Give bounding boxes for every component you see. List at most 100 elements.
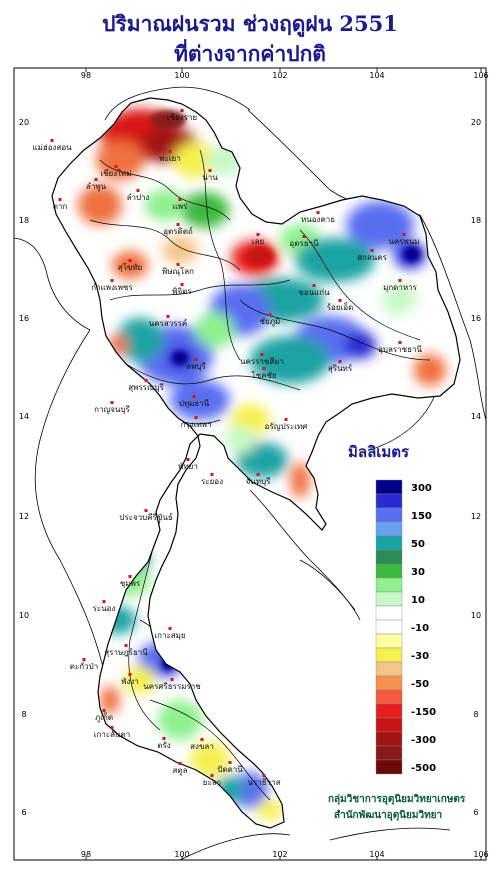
station-marker bbox=[228, 761, 232, 764]
legend: 300 150 50 30 10 -10 -30 -50 -150 -300 -500 bbox=[375, 479, 436, 775]
station-label: แพร่ bbox=[173, 202, 188, 211]
latitude-tick-right-8: 8 bbox=[473, 710, 478, 719]
station-marker bbox=[398, 279, 402, 282]
station-marker bbox=[312, 284, 316, 287]
credit-line2: สำนักพัฒนาอุตุนิยมวิทยา bbox=[334, 810, 443, 821]
station-marker bbox=[210, 473, 214, 476]
station-label: นครพนม bbox=[388, 237, 419, 246]
station-marker bbox=[178, 198, 182, 201]
legend-swatch bbox=[375, 591, 403, 607]
latitude-tick-right-16: 16 bbox=[471, 314, 481, 323]
station-marker bbox=[124, 644, 128, 647]
legend-swatch bbox=[375, 689, 403, 705]
station-marker bbox=[170, 678, 174, 681]
station-marker bbox=[136, 189, 140, 192]
station-marker bbox=[82, 658, 86, 661]
station-label: กำแพงเพชร bbox=[91, 283, 133, 292]
legend-label: -150 bbox=[411, 707, 436, 718]
station-label: สงขลา bbox=[190, 742, 214, 751]
province-boundaries bbox=[89, 149, 431, 801]
latitude-tick-right-20: 20 bbox=[471, 118, 481, 127]
station-marker bbox=[194, 416, 198, 419]
longitude-tick-bottom-102: 102 bbox=[272, 850, 287, 859]
station-label: นราธิวาส bbox=[247, 778, 280, 787]
station-label: ปัตตานี bbox=[217, 765, 243, 774]
station-label: ประจวบคีรีขันธ์ bbox=[119, 512, 173, 522]
station-label: จันทบุรี bbox=[246, 477, 272, 486]
station-label: ตรัง bbox=[157, 741, 170, 750]
station-marker bbox=[180, 283, 184, 286]
station-marker bbox=[110, 726, 114, 729]
station-label: แม่ฮ่องสอน bbox=[32, 143, 72, 152]
latitude-tick-right-10: 10 bbox=[471, 611, 481, 620]
station-marker bbox=[176, 263, 180, 266]
station-label: ระนอง bbox=[93, 604, 116, 613]
station-marker bbox=[208, 169, 212, 172]
legend-swatch bbox=[375, 493, 403, 509]
station-label: ตะกั่วป่า bbox=[70, 660, 98, 671]
legend-swatch bbox=[375, 731, 403, 747]
station-marker bbox=[256, 233, 260, 236]
station-marker bbox=[338, 299, 342, 302]
station-label: ขอนแก่น bbox=[298, 288, 330, 297]
station-marker bbox=[316, 211, 320, 214]
legend-swatch bbox=[375, 661, 403, 677]
legend-label: -50 bbox=[411, 679, 429, 690]
station-marker bbox=[370, 249, 374, 252]
legend-label: -300 bbox=[411, 735, 436, 746]
station-marker bbox=[338, 360, 342, 363]
legend-swatch bbox=[375, 717, 403, 733]
station-label: อุบลราชธานี bbox=[378, 345, 422, 354]
station-label: น่าน bbox=[202, 173, 218, 182]
station-label: พิษณุโลก bbox=[162, 266, 194, 276]
station-label: ยะลา bbox=[203, 778, 221, 787]
station-label: กาญจนบุรี bbox=[94, 405, 130, 414]
legend-swatch bbox=[375, 633, 403, 649]
thailand-outline bbox=[51, 97, 461, 829]
legend-swatch bbox=[375, 479, 403, 495]
station-marker bbox=[176, 223, 180, 226]
longitude-tick-bottom-106: 106 bbox=[473, 850, 488, 859]
station-label: ลำพูน bbox=[86, 182, 107, 192]
legend-swatch bbox=[375, 605, 403, 621]
longitude-tick-top-102: 102 bbox=[272, 71, 287, 80]
legend-swatch bbox=[375, 619, 403, 635]
station-marker bbox=[110, 279, 114, 282]
legend-swatch bbox=[375, 549, 403, 565]
station-marker bbox=[168, 627, 172, 630]
station-label: เชียงราย bbox=[167, 113, 197, 122]
station-marker bbox=[302, 235, 306, 238]
station-label: โชคชัย bbox=[251, 370, 276, 380]
station-label: อุดรธานี bbox=[289, 239, 319, 248]
station-marker bbox=[58, 198, 62, 201]
station-marker bbox=[128, 673, 132, 676]
legend-swatch bbox=[375, 675, 403, 691]
station-label: พัทยา bbox=[178, 462, 198, 471]
station-label: พะเยา bbox=[159, 154, 180, 163]
station-marker bbox=[192, 395, 196, 398]
station-label: เกาะสมุย bbox=[154, 631, 185, 640]
map-title-line1: ปริมาณฝนรวม ช่วงฤดูฝน 2551 bbox=[102, 11, 398, 36]
station-label: ปทุมธานี bbox=[179, 399, 210, 408]
station-label: ตาก bbox=[53, 202, 68, 211]
station-label: ระยอง bbox=[201, 477, 223, 486]
legend-label: -500 bbox=[411, 763, 436, 774]
station-label: ชัยภูมิ bbox=[260, 317, 281, 327]
longitude-tick-bottom-100: 100 bbox=[174, 850, 189, 859]
station-marker bbox=[102, 600, 106, 603]
station-label: สุโขทัย bbox=[118, 262, 143, 272]
station-marker bbox=[186, 458, 190, 461]
station-marker bbox=[268, 313, 272, 316]
station-label: พิจิตร bbox=[172, 287, 192, 296]
station-label: เลย bbox=[252, 237, 264, 246]
map-title-line2: ที่ต่างจากค่าปกติ bbox=[174, 41, 326, 66]
station-label: สุรินทร์ bbox=[328, 363, 353, 373]
legend-label: -10 bbox=[411, 623, 429, 634]
latitude-tick-right-18: 18 bbox=[471, 216, 481, 225]
station-marker bbox=[210, 774, 214, 777]
station-label: สกลนคร bbox=[357, 253, 387, 262]
legend-swatch bbox=[375, 521, 403, 537]
latitude-tick-left-20: 20 bbox=[19, 118, 29, 127]
